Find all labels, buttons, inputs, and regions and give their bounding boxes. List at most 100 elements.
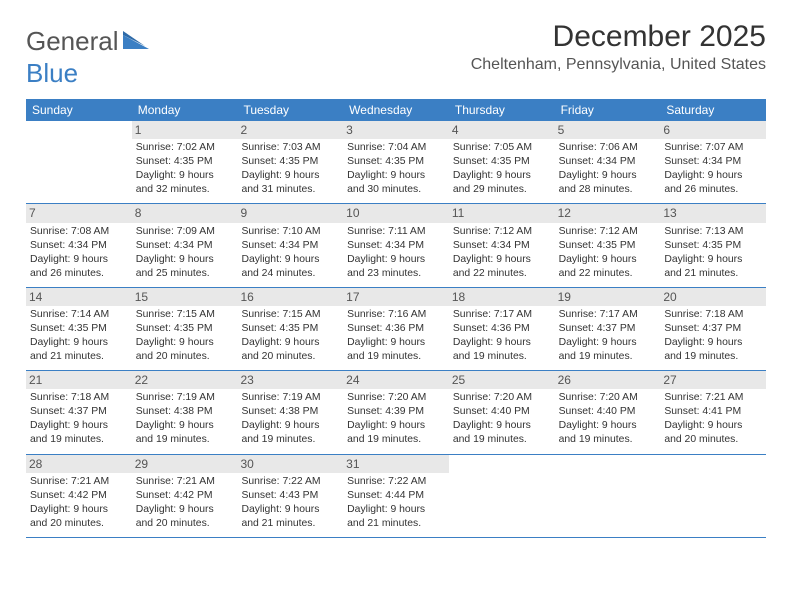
daylight-text: Daylight: 9 hours and 30 minutes. <box>347 169 445 197</box>
week-row: 14Sunrise: 7:14 AMSunset: 4:35 PMDayligh… <box>26 288 766 371</box>
daylight-text: Daylight: 9 hours and 19 minutes. <box>664 336 762 364</box>
sunset-text: Sunset: 4:37 PM <box>559 322 657 336</box>
sunrise-text: Sunrise: 7:17 AM <box>559 308 657 322</box>
sunset-text: Sunset: 4:35 PM <box>136 155 234 169</box>
sunrise-text: Sunrise: 7:14 AM <box>30 308 128 322</box>
daylight-text: Daylight: 9 hours and 20 minutes. <box>30 503 128 531</box>
day-cell: 13Sunrise: 7:13 AMSunset: 4:35 PMDayligh… <box>660 204 766 286</box>
calendar: SundayMondayTuesdayWednesdayThursdayFrid… <box>26 99 766 538</box>
sunrise-text: Sunrise: 7:05 AM <box>453 141 551 155</box>
weekday-header-row: SundayMondayTuesdayWednesdayThursdayFrid… <box>26 99 766 121</box>
daylight-text: Daylight: 9 hours and 21 minutes. <box>30 336 128 364</box>
sunset-text: Sunset: 4:38 PM <box>241 405 339 419</box>
day-number: 8 <box>132 204 238 222</box>
sunrise-text: Sunrise: 7:21 AM <box>136 475 234 489</box>
day-number: 20 <box>660 288 766 306</box>
day-cell: 2Sunrise: 7:03 AMSunset: 4:35 PMDaylight… <box>237 121 343 203</box>
day-number: 16 <box>237 288 343 306</box>
day-number <box>26 121 132 123</box>
day-number: 7 <box>26 204 132 222</box>
sunrise-text: Sunrise: 7:04 AM <box>347 141 445 155</box>
sunset-text: Sunset: 4:34 PM <box>347 239 445 253</box>
sunset-text: Sunset: 4:41 PM <box>664 405 762 419</box>
sunset-text: Sunset: 4:35 PM <box>453 155 551 169</box>
day-number: 10 <box>343 204 449 222</box>
daylight-text: Daylight: 9 hours and 26 minutes. <box>30 253 128 281</box>
sunrise-text: Sunrise: 7:18 AM <box>664 308 762 322</box>
sunrise-text: Sunrise: 7:22 AM <box>347 475 445 489</box>
daylight-text: Daylight: 9 hours and 21 minutes. <box>347 503 445 531</box>
day-cell: 15Sunrise: 7:15 AMSunset: 4:35 PMDayligh… <box>132 288 238 370</box>
daylight-text: Daylight: 9 hours and 19 minutes. <box>347 419 445 447</box>
day-cell: 3Sunrise: 7:04 AMSunset: 4:35 PMDaylight… <box>343 121 449 203</box>
weekday-header: Wednesday <box>343 99 449 121</box>
daylight-text: Daylight: 9 hours and 19 minutes. <box>453 419 551 447</box>
logo-word2: Blue <box>26 58 78 89</box>
day-cell: 8Sunrise: 7:09 AMSunset: 4:34 PMDaylight… <box>132 204 238 286</box>
sunrise-text: Sunrise: 7:06 AM <box>559 141 657 155</box>
week-row: 28Sunrise: 7:21 AMSunset: 4:42 PMDayligh… <box>26 455 766 538</box>
day-cell: 10Sunrise: 7:11 AMSunset: 4:34 PMDayligh… <box>343 204 449 286</box>
sunrise-text: Sunrise: 7:22 AM <box>241 475 339 489</box>
day-number: 5 <box>555 121 661 139</box>
day-cell: 17Sunrise: 7:16 AMSunset: 4:36 PMDayligh… <box>343 288 449 370</box>
sunrise-text: Sunrise: 7:19 AM <box>241 391 339 405</box>
day-number: 4 <box>449 121 555 139</box>
day-cell: 4 Sunrise: 7:05 AMSunset: 4:35 PMDaylight… <box>449 121 555 203</box>
day-number: 24 <box>343 371 449 389</box>
day-cell <box>555 455 661 537</box>
day-number: 14 <box>26 288 132 306</box>
day-cell <box>660 455 766 537</box>
daylight-text: Daylight: 9 hours and 29 minutes. <box>453 169 551 197</box>
day-number: 22 <box>132 371 238 389</box>
day-cell: 7 Sunrise: 7:08 AMSunset: 4:34 PMDaylight… <box>26 204 132 286</box>
sunset-text: Sunset: 4:35 PM <box>664 239 762 253</box>
sunrise-text: Sunrise: 7:21 AM <box>664 391 762 405</box>
day-cell: 16Sunrise: 7:15 AMSunset: 4:35 PMDayligh… <box>237 288 343 370</box>
day-cell: 21Sunrise: 7:18 AMSunset: 4:37 PMDayligh… <box>26 371 132 453</box>
sunset-text: Sunset: 4:36 PM <box>347 322 445 336</box>
daylight-text: Daylight: 9 hours and 20 minutes. <box>136 503 234 531</box>
day-cell: 23Sunrise: 7:19 AMSunset: 4:38 PMDayligh… <box>237 371 343 453</box>
daylight-text: Daylight: 9 hours and 25 minutes. <box>136 253 234 281</box>
sunset-text: Sunset: 4:44 PM <box>347 489 445 503</box>
day-number: 2 <box>237 121 343 139</box>
daylight-text: Daylight: 9 hours and 19 minutes. <box>30 419 128 447</box>
daylight-text: Daylight: 9 hours and 21 minutes. <box>664 253 762 281</box>
sunset-text: Sunset: 4:37 PM <box>30 405 128 419</box>
day-cell <box>26 121 132 203</box>
daylight-text: Daylight: 9 hours and 21 minutes. <box>241 503 339 531</box>
sunrise-text: Sunrise: 7:16 AM <box>347 308 445 322</box>
daylight-text: Daylight: 9 hours and 19 minutes. <box>347 336 445 364</box>
day-cell: 14 Sunrise: 7:14 AMSunset: 4:35 PMDayligh… <box>26 288 132 370</box>
day-cell: 5Sunrise: 7:06 AMSunset: 4:34 PMDaylight… <box>555 121 661 203</box>
sunset-text: Sunset: 4:35 PM <box>241 155 339 169</box>
sunrise-text: Sunrise: 7:17 AM <box>453 308 551 322</box>
sunset-text: Sunset: 4:34 PM <box>30 239 128 253</box>
day-cell: 19Sunrise: 7:17 AMSunset: 4:37 PMDayligh… <box>555 288 661 370</box>
day-number: 31 <box>343 455 449 473</box>
day-cell: 26Sunrise: 7:20 AMSunset: 4:40 PMDayligh… <box>555 371 661 453</box>
day-cell: 20Sunrise: 7:18 AMSunset: 4:37 PMDayligh… <box>660 288 766 370</box>
day-cell: 25Sunrise: 7:20 AMSunset: 4:40 PMDayligh… <box>449 371 555 453</box>
logo-word1: General <box>26 26 119 57</box>
day-cell: 6Sunrise: 7:07 AMSunset: 4:34 PMDaylight… <box>660 121 766 203</box>
daylight-text: Daylight: 9 hours and 23 minutes. <box>347 253 445 281</box>
sunset-text: Sunset: 4:34 PM <box>453 239 551 253</box>
sunrise-text: Sunrise: 7:03 AM <box>241 141 339 155</box>
sunset-text: Sunset: 4:35 PM <box>136 322 234 336</box>
sunset-text: Sunset: 4:34 PM <box>559 155 657 169</box>
day-cell: 9Sunrise: 7:10 AMSunset: 4:34 PMDaylight… <box>237 204 343 286</box>
sunset-text: Sunset: 4:40 PM <box>453 405 551 419</box>
day-number: 13 <box>660 204 766 222</box>
sunrise-text: Sunrise: 7:15 AM <box>136 308 234 322</box>
sunset-text: Sunset: 4:34 PM <box>136 239 234 253</box>
sunset-text: Sunset: 4:34 PM <box>241 239 339 253</box>
sunset-text: Sunset: 4:39 PM <box>347 405 445 419</box>
sunset-text: Sunset: 4:35 PM <box>30 322 128 336</box>
day-cell: 28Sunrise: 7:21 AMSunset: 4:42 PMDayligh… <box>26 455 132 537</box>
sunrise-text: Sunrise: 7:10 AM <box>241 225 339 239</box>
sunrise-text: Sunrise: 7:19 AM <box>136 391 234 405</box>
sunset-text: Sunset: 4:43 PM <box>241 489 339 503</box>
sunrise-text: Sunrise: 7:08 AM <box>30 225 128 239</box>
